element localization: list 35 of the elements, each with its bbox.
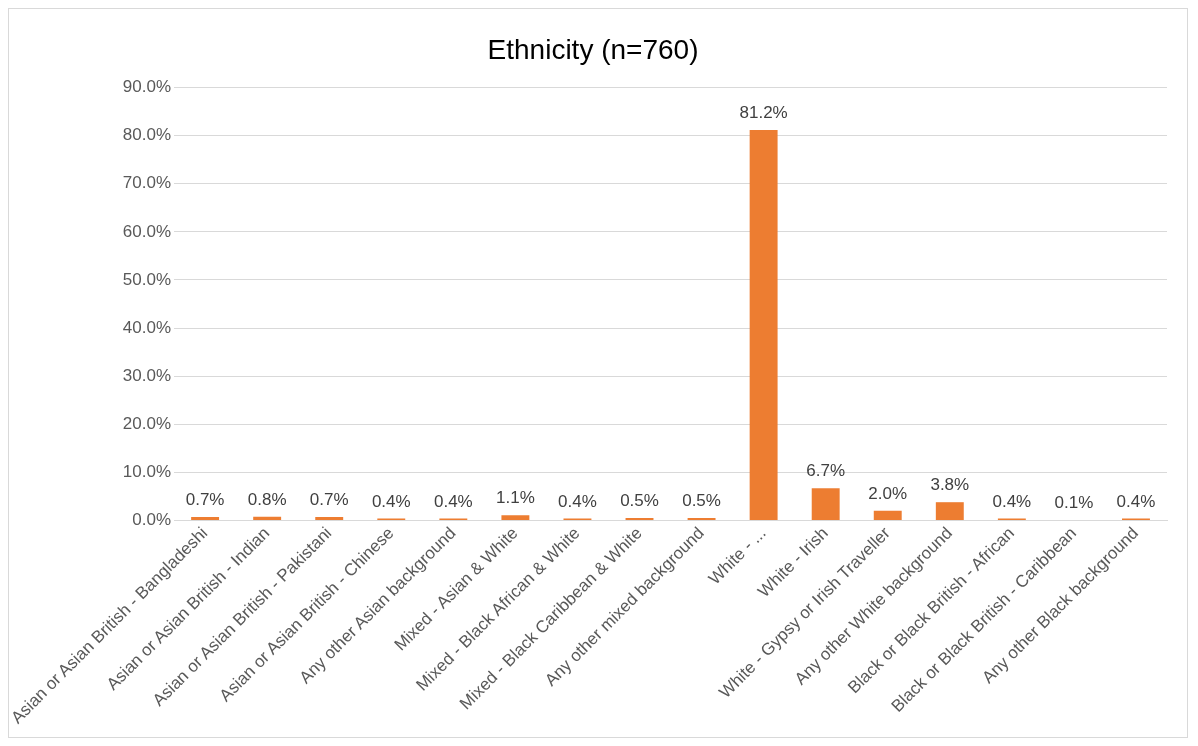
data-label: 0.4% [1116, 491, 1156, 511]
data-label: 0.5% [620, 491, 659, 511]
y-tick-label: 30.0% [122, 365, 172, 385]
data-label: 3.8% [930, 475, 970, 495]
data-label: 2.0% [868, 484, 908, 504]
data-label: 0.7% [309, 490, 349, 510]
data-label: 1.1% [496, 488, 535, 508]
data-label: 0.4% [433, 491, 473, 511]
data-label: 0.7% [185, 490, 225, 510]
bar [935, 502, 964, 520]
data-label: 0.5% [682, 491, 721, 511]
data-label: 0.1% [1054, 493, 1094, 513]
data-label: 0.4% [558, 491, 597, 511]
y-tick-label: 10.0% [122, 462, 172, 482]
bar [501, 515, 530, 520]
y-tick-label: 0.0% [132, 510, 172, 530]
data-label: 0.4% [992, 491, 1032, 511]
y-tick-label: 40.0% [122, 317, 172, 337]
data-label: 81.2% [739, 103, 788, 123]
y-tick-label: 60.0% [122, 221, 172, 241]
bar [191, 517, 220, 520]
chart-title: Ethnicity (n=760) [487, 33, 699, 65]
y-tick-label: 80.0% [122, 125, 172, 145]
data-label: 6.7% [806, 461, 846, 481]
y-tick-label: 70.0% [122, 173, 172, 193]
y-tick-label: 90.0% [122, 77, 172, 97]
data-label: 0.8% [247, 489, 287, 509]
y-tick-label: 50.0% [122, 269, 172, 289]
bar [253, 516, 282, 520]
y-tick-label: 20.0% [122, 413, 172, 433]
bar [811, 488, 840, 520]
bar [315, 517, 344, 520]
bar [749, 129, 778, 520]
data-label: 0.4% [371, 491, 411, 511]
bar [873, 510, 902, 520]
